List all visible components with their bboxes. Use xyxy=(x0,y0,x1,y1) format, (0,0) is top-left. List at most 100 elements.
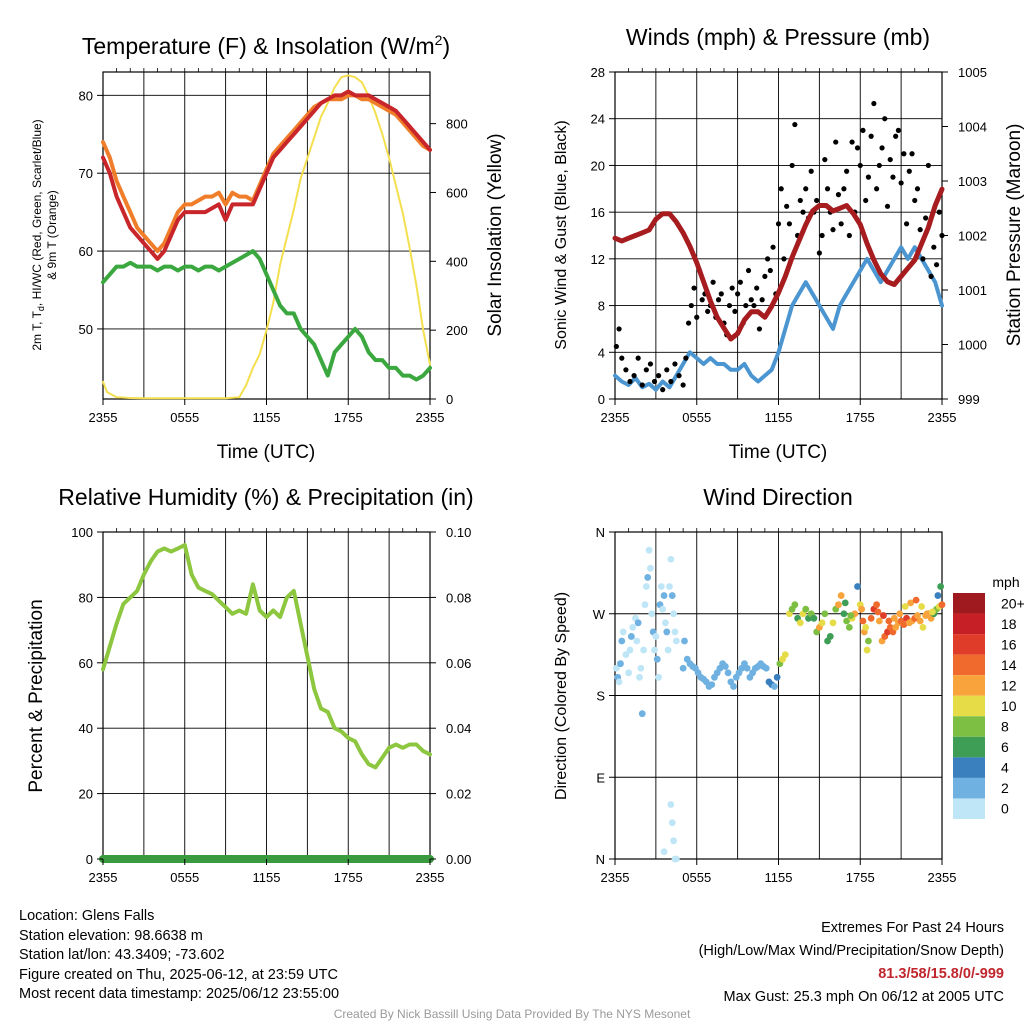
gust-point xyxy=(874,186,880,192)
direction-point xyxy=(708,681,716,688)
direction-point xyxy=(629,623,637,631)
colorbar-swatch xyxy=(953,736,985,758)
humidity-ytick-label: 80 xyxy=(79,590,93,605)
gust-point xyxy=(660,387,666,393)
gust-point xyxy=(816,250,822,256)
direction-point xyxy=(651,646,658,654)
direction-point xyxy=(641,601,649,609)
direction-point xyxy=(645,546,653,554)
relative-humidity-line xyxy=(101,543,432,770)
gust-point xyxy=(732,308,738,315)
temperature-grid xyxy=(103,72,430,399)
gust-point xyxy=(786,221,793,227)
direction-point xyxy=(901,603,909,610)
direction-point xyxy=(929,608,936,616)
extremes-values: 81.3/58/15.8/0/-999 xyxy=(878,966,1004,982)
station-info: Location: Glens Falls Station elevation:… xyxy=(19,907,339,1005)
gust-point xyxy=(770,244,776,250)
winds-xtick-label: 0555 xyxy=(682,410,711,425)
direction-point xyxy=(633,637,641,645)
direction-point xyxy=(655,673,662,681)
gust-point xyxy=(917,227,923,233)
gust-point xyxy=(871,100,877,107)
gust-point xyxy=(705,308,711,315)
gust-point xyxy=(833,139,839,145)
direction-point xyxy=(637,664,645,672)
gust-point xyxy=(803,186,809,192)
direction-point xyxy=(858,605,866,613)
direction-point xyxy=(837,592,845,599)
winds-y2tick-label: 1000 xyxy=(958,338,987,353)
direction-point xyxy=(826,633,834,640)
pressure-ylabel: Station Pressure (Maroon) xyxy=(1004,124,1024,347)
direction-xtick-label: 2355 xyxy=(601,870,630,885)
gust-point xyxy=(863,197,869,204)
gust-point xyxy=(680,382,686,388)
direction-point xyxy=(885,617,893,625)
extremes-info: Extremes For Past 24 Hours (High/Low/Max… xyxy=(699,917,1004,1009)
direction-point xyxy=(670,837,677,845)
direction-point xyxy=(796,619,804,627)
colorbar-label: 12 xyxy=(1001,677,1017,693)
gust-point xyxy=(925,162,931,169)
direction-ylabel: Direction (Colored By Speed) xyxy=(553,592,570,800)
gust-point xyxy=(898,180,904,186)
colorbar-label: 14 xyxy=(1001,657,1017,673)
2m-t-line xyxy=(101,89,432,261)
colorbar-title: mph xyxy=(992,574,1019,590)
direction-point xyxy=(652,633,660,640)
humidity-ytick-label: 40 xyxy=(79,721,93,736)
direction-point xyxy=(730,683,737,690)
gust-point xyxy=(635,355,641,361)
humidity-y2tick-label: 0.10 xyxy=(446,525,471,540)
direction-point xyxy=(648,610,656,618)
temperature-y2tick-label: 200 xyxy=(446,323,468,338)
gust-point xyxy=(912,197,918,204)
direction-point xyxy=(865,637,872,645)
direction-point xyxy=(791,601,799,609)
gust-point xyxy=(819,232,825,239)
humidity-ytick-label: 60 xyxy=(79,656,93,671)
temperature-ytick-label: 50 xyxy=(79,322,93,337)
gust-point xyxy=(664,367,670,373)
direction-point xyxy=(890,614,898,622)
direction-point xyxy=(636,673,643,681)
direction-point xyxy=(845,623,853,631)
colorbar-label: 10 xyxy=(1001,698,1017,714)
gust-point xyxy=(884,203,891,209)
direction-point xyxy=(627,633,635,640)
temperature-xtick-label: 1755 xyxy=(334,410,363,425)
gust-point xyxy=(808,168,814,174)
winds-y2tick-label: 1005 xyxy=(958,65,987,80)
humidity-ytick-label: 0 xyxy=(86,852,93,867)
gust-point xyxy=(643,367,649,373)
direction-point xyxy=(647,564,654,572)
gust-point xyxy=(914,186,921,192)
winds-ytick-label: 4 xyxy=(598,345,605,360)
colorbar-label: 16 xyxy=(1001,636,1017,652)
gust-point xyxy=(748,297,754,303)
temperature-y2tick-label: 800 xyxy=(446,117,468,132)
latlon-text: Station lat/lon: 43.3409; -73.602 xyxy=(19,947,225,963)
temperature-y2tick-label: 400 xyxy=(446,254,468,269)
direction-point xyxy=(626,646,634,654)
direction-point xyxy=(644,574,652,581)
direction-point xyxy=(663,628,671,636)
location-text: Location: Glens Falls xyxy=(19,908,155,924)
winds-xtick-label: 1155 xyxy=(765,410,793,425)
gust-point xyxy=(616,326,622,332)
direction-point xyxy=(937,583,945,590)
direction-point xyxy=(829,619,837,627)
gust-point xyxy=(743,302,749,309)
gust-point xyxy=(729,285,735,291)
gust-point xyxy=(876,162,882,169)
humidity-y2tick-label: 0.06 xyxy=(446,656,471,671)
gust-point xyxy=(923,215,929,221)
direction-point xyxy=(918,603,925,610)
gust-point xyxy=(814,197,820,204)
direction-point xyxy=(666,583,673,590)
humidity-xtick-label: 2355 xyxy=(89,870,118,885)
winds-panel: 2355 0555 1155 1755 2355 0 4 8 12 16 20 24 28 999 1000… xyxy=(553,24,1024,463)
gust-point xyxy=(936,209,942,215)
